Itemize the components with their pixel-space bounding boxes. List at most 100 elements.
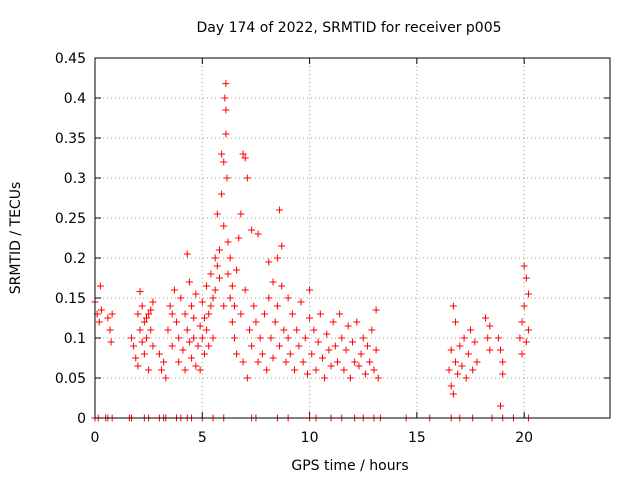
chart-title: Day 174 of 2022, SRMTID for receiver p00…	[196, 20, 501, 36]
data-point	[145, 366, 153, 374]
data-point	[452, 318, 459, 326]
data-point	[306, 314, 314, 322]
data-point	[127, 334, 135, 342]
data-point	[220, 302, 228, 310]
data-point	[185, 338, 193, 346]
data-point	[132, 354, 140, 362]
data-point	[471, 338, 479, 346]
data-point	[230, 334, 238, 342]
data-point	[497, 402, 505, 410]
data-point	[301, 334, 309, 342]
data-point	[218, 150, 226, 158]
data-point	[254, 230, 262, 238]
data-point	[449, 302, 457, 310]
data-point	[520, 262, 528, 270]
data-point	[233, 266, 241, 274]
data-point	[482, 314, 490, 322]
data-point	[235, 234, 243, 242]
data-point	[269, 354, 277, 362]
data-point	[312, 366, 320, 374]
data-point	[181, 310, 189, 318]
data-point	[211, 254, 219, 262]
data-point	[445, 366, 453, 374]
data-point	[168, 310, 176, 318]
data-point	[516, 334, 524, 342]
data-point	[198, 334, 206, 342]
data-point	[310, 326, 318, 334]
data-point	[357, 350, 365, 358]
data-point	[241, 154, 249, 162]
data-point	[355, 362, 363, 370]
data-point	[164, 326, 172, 334]
data-point	[224, 238, 232, 246]
data-point	[321, 374, 329, 382]
data-point	[299, 358, 307, 366]
data-point	[374, 374, 382, 382]
data-point	[346, 374, 354, 382]
data-point	[96, 282, 104, 290]
data-point	[318, 354, 326, 362]
data-point	[314, 338, 322, 346]
data-point	[456, 342, 464, 350]
data-point	[484, 334, 492, 342]
y-tick-label: 0.2	[64, 251, 86, 267]
data-point	[175, 358, 183, 366]
data-point	[218, 190, 226, 198]
data-point	[258, 350, 266, 358]
data-point	[351, 358, 359, 366]
x-tick-label: 10	[301, 430, 319, 446]
data-point	[230, 302, 238, 310]
data-point	[486, 322, 494, 330]
data-point	[241, 286, 249, 294]
data-point	[203, 326, 211, 334]
data-point	[271, 318, 279, 326]
data-point	[473, 358, 481, 366]
data-point	[192, 362, 200, 370]
plot-frame	[94, 57, 611, 419]
data-point	[239, 358, 247, 366]
data-point	[297, 298, 305, 306]
data-point	[183, 250, 191, 258]
data-point	[372, 346, 380, 354]
y-tick-label: 0.35	[55, 131, 86, 147]
data-point	[344, 322, 352, 330]
data-point	[205, 310, 213, 318]
y-tick-label: 0	[77, 411, 86, 427]
data-point	[192, 290, 200, 298]
data-point	[188, 354, 196, 362]
data-point	[331, 342, 339, 350]
data-point	[286, 350, 294, 358]
data-point	[467, 326, 475, 334]
data-point	[524, 290, 532, 298]
data-point	[188, 302, 196, 310]
data-point	[246, 326, 253, 334]
data-point	[518, 350, 526, 358]
x-tick-label: 0	[91, 430, 100, 446]
data-point	[168, 342, 176, 350]
data-point	[368, 326, 376, 334]
data-point	[215, 274, 223, 282]
data-point	[280, 326, 288, 334]
data-point	[140, 350, 148, 358]
data-point	[138, 302, 146, 310]
data-point	[222, 130, 230, 138]
data-point	[226, 294, 234, 302]
data-point	[469, 366, 477, 374]
data-point	[108, 310, 116, 318]
data-point	[256, 334, 264, 342]
data-point	[361, 370, 369, 378]
data-point	[458, 362, 466, 370]
data-point	[181, 366, 189, 374]
data-point	[462, 374, 470, 382]
y-tick-label: 0.1	[64, 331, 86, 347]
data-point	[239, 150, 247, 158]
data-point	[222, 106, 230, 114]
data-point	[265, 294, 273, 302]
data-point	[243, 174, 251, 182]
data-point	[207, 302, 215, 310]
data-point	[237, 210, 245, 218]
data-point	[205, 342, 213, 350]
data-point	[338, 334, 346, 342]
